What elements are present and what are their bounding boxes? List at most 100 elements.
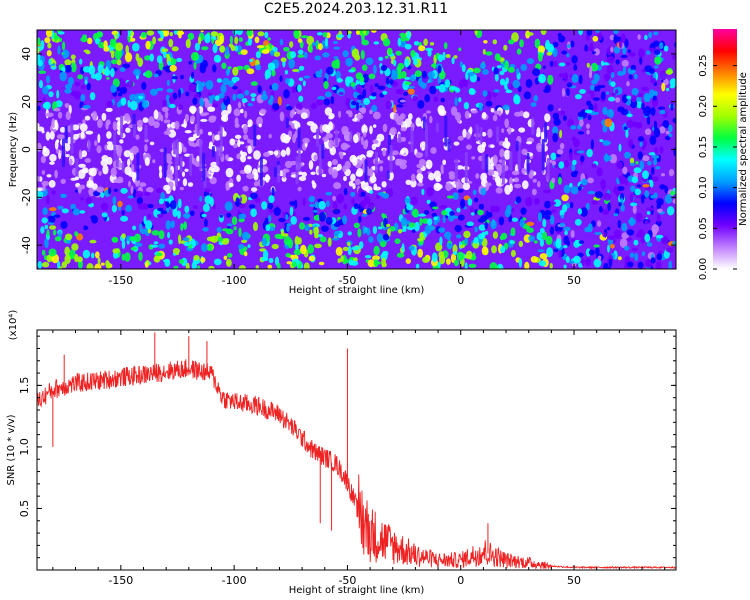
heatmap-cell — [361, 64, 368, 71]
heatmap-cell — [47, 215, 55, 219]
heatmap-cell — [566, 44, 571, 48]
heatmap-cell — [668, 168, 675, 177]
heatmap-cell — [64, 233, 73, 241]
heatmap-cell — [297, 171, 303, 175]
heatmap-cell — [577, 131, 585, 135]
heatmap-cell — [639, 160, 645, 170]
heatmap-cell — [183, 241, 190, 247]
heatmap-cell — [651, 176, 659, 182]
heatmap-cell — [601, 208, 610, 216]
heatmap-cell — [199, 128, 203, 135]
heatmap-cell — [538, 73, 546, 84]
heatmap-cell — [160, 210, 168, 215]
heatmap-cell — [378, 56, 384, 62]
heatmap-cell — [74, 81, 81, 87]
heatmap-cell — [373, 111, 381, 120]
heatmap-cell — [328, 121, 333, 131]
heatmap-cell — [644, 220, 650, 225]
heatmap-cell — [544, 210, 552, 216]
heatmap-cell — [211, 103, 219, 108]
heatmap-cell — [70, 54, 76, 60]
heatmap-cell — [637, 151, 643, 160]
heatmap-cell — [94, 263, 102, 269]
line-y-tick-label: 1.0 — [18, 438, 31, 456]
heatmap-cell — [168, 96, 175, 104]
heatmap-cell — [316, 99, 325, 106]
heatmap-cell — [327, 161, 332, 167]
heatmap-cell — [617, 256, 622, 261]
heatmap-streak — [196, 107, 200, 136]
heatmap-cell — [190, 106, 196, 115]
heatmap-streak — [163, 147, 167, 178]
heatmap-cell — [330, 96, 335, 105]
heatmap-cell — [404, 43, 412, 50]
heatmap-cell — [324, 107, 333, 116]
heatmap-cell — [552, 126, 559, 135]
heatmap-cell — [553, 60, 558, 67]
heatmap-cell — [415, 117, 422, 127]
heatmap-cell — [487, 169, 495, 176]
heatmap-cell — [622, 66, 627, 75]
heatmap-cell — [54, 169, 58, 179]
heatmap-cell — [100, 262, 105, 266]
heatmap-cell — [480, 215, 488, 223]
heatmap-cell — [54, 236, 62, 242]
heatmap-cell — [449, 185, 454, 190]
heatmap-cell — [103, 40, 108, 50]
heatmap-cell — [171, 76, 178, 80]
heatmap-cell — [559, 129, 563, 139]
heatmap-cell — [125, 127, 131, 133]
heatmap-cell — [321, 225, 329, 232]
heatmap-cell — [285, 253, 291, 258]
heatmap-cell — [511, 32, 519, 43]
heatmap-cell — [374, 261, 381, 265]
heatmap-cell — [184, 205, 190, 213]
heatmap-cell — [345, 57, 353, 67]
heatmap-cell — [443, 42, 448, 50]
heatmap-cell — [546, 51, 553, 56]
heatmap-cell — [134, 233, 142, 243]
heatmap-cell — [496, 65, 502, 69]
heatmap-cell — [643, 107, 651, 117]
heatmap-cell — [336, 163, 342, 171]
heatmap-cell — [244, 110, 248, 119]
heatmap-cell — [586, 100, 592, 106]
heatmap-cell — [241, 239, 248, 243]
heatmap-cell — [318, 261, 325, 266]
heatmap-streak — [375, 151, 378, 174]
heatmap-cell — [401, 243, 405, 253]
heatmap-cell — [120, 97, 127, 106]
heatmap-cell — [650, 107, 656, 116]
heatmap-cell — [656, 213, 661, 224]
heatmap-cell — [646, 211, 651, 215]
heatmap-cell — [238, 243, 245, 250]
heatmap-cell — [46, 174, 52, 178]
heatmap-cell — [56, 89, 60, 99]
heatmap-cell — [382, 38, 391, 47]
heatmap-cell — [54, 140, 59, 150]
heatmap-cell — [335, 59, 339, 68]
line-x-tick-label: -100 — [222, 574, 247, 587]
heatmap-cell — [603, 141, 612, 145]
heatmap-cell — [653, 127, 661, 138]
heatmap-cell — [630, 64, 636, 71]
heatmap-cell — [623, 126, 628, 130]
heatmap-cell — [518, 240, 524, 247]
heatmap-cell — [332, 195, 336, 202]
heatmap-cell — [649, 135, 657, 146]
heatmap-cell — [351, 48, 360, 59]
heatmap-cell — [226, 253, 233, 258]
heatmap-cell — [580, 207, 588, 217]
heatmap-streak — [501, 156, 505, 185]
heatmap-cell — [267, 62, 276, 71]
heatmap-streak — [64, 126, 68, 144]
heatmap-cell — [636, 100, 642, 109]
heatmap-cell — [608, 96, 616, 102]
heatmap-cell — [530, 102, 537, 107]
heatmap-cell — [351, 198, 355, 205]
heatmap-cell — [385, 100, 393, 110]
heatmap-cell — [144, 191, 151, 196]
heatmap-cell — [303, 262, 310, 269]
heatmap-cell — [147, 228, 152, 234]
heatmap-cell — [86, 82, 92, 91]
